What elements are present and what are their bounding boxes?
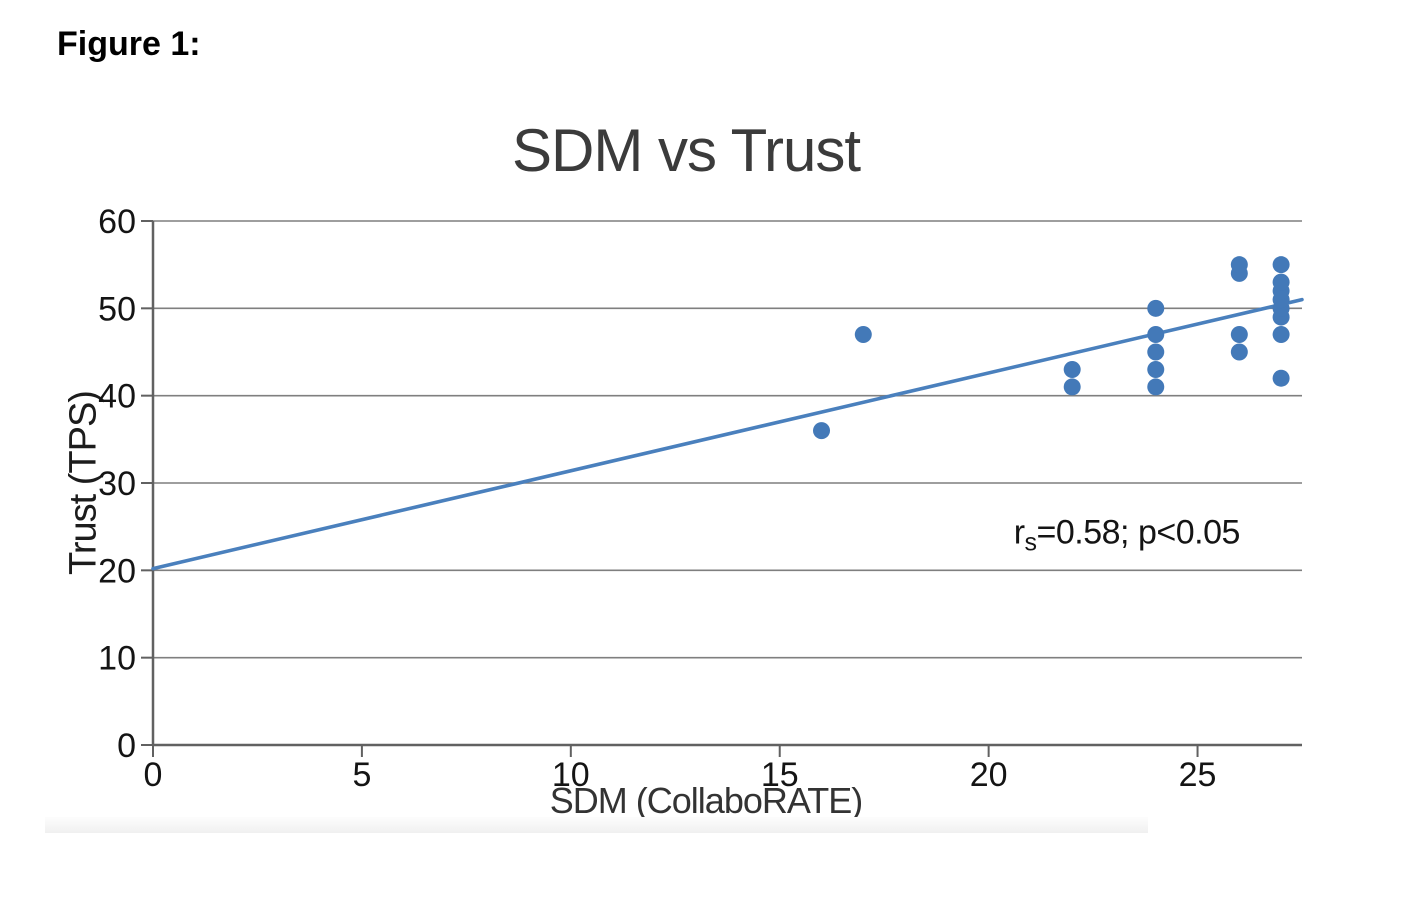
data-point-x24-y47 — [1147, 326, 1165, 344]
chart-title: SDM vs Trust — [511, 117, 861, 184]
data-point-x24-y50 — [1147, 299, 1165, 317]
x-tick-label: 15 — [761, 756, 799, 794]
data-point-x27-y47 — [1272, 326, 1290, 344]
data-point-x26-y45 — [1230, 343, 1248, 361]
data-point-x24-y43 — [1147, 360, 1165, 378]
data-point-x27-y42 — [1272, 369, 1290, 387]
y-tick-label: 40 — [98, 378, 136, 416]
trend-line — [151, 297, 1304, 571]
x-tick-label: 25 — [1179, 756, 1217, 794]
data-point-x24-y45 — [1147, 343, 1165, 361]
y-tick-label: 50 — [98, 290, 136, 328]
data-point-x27-y53 — [1272, 273, 1290, 291]
data-point-x26-y47 — [1230, 326, 1248, 344]
data-point-x16-y36 — [813, 422, 831, 440]
correlation-annotation: rs=0.58; p<0.05 — [1014, 513, 1240, 556]
x-axis-title: SDM (CollaboRATE) — [549, 780, 863, 821]
x-tick-label: 20 — [970, 756, 1008, 794]
data-point-x27-y55 — [1272, 256, 1290, 274]
y-tick-label: 0 — [117, 727, 136, 765]
data-point-x17-y47 — [854, 326, 872, 344]
data-point-x22-y43 — [1063, 360, 1081, 378]
y-tick-label: 60 — [98, 203, 136, 241]
data-point-x22-y41 — [1063, 378, 1081, 396]
figure-image-bottom-edge — [45, 817, 1148, 833]
y-tick-label: 10 — [98, 640, 136, 678]
x-tick-label: 5 — [352, 756, 371, 794]
y-tick-label: 20 — [98, 552, 136, 590]
x-tick-label: 0 — [144, 756, 163, 794]
data-point-x24-y41 — [1147, 378, 1165, 396]
y-tick-label: 30 — [98, 465, 136, 503]
figure-caption: Figure 1: — [57, 25, 201, 63]
x-tick-label: 10 — [552, 756, 590, 794]
data-point-x26-y55 — [1230, 256, 1248, 274]
